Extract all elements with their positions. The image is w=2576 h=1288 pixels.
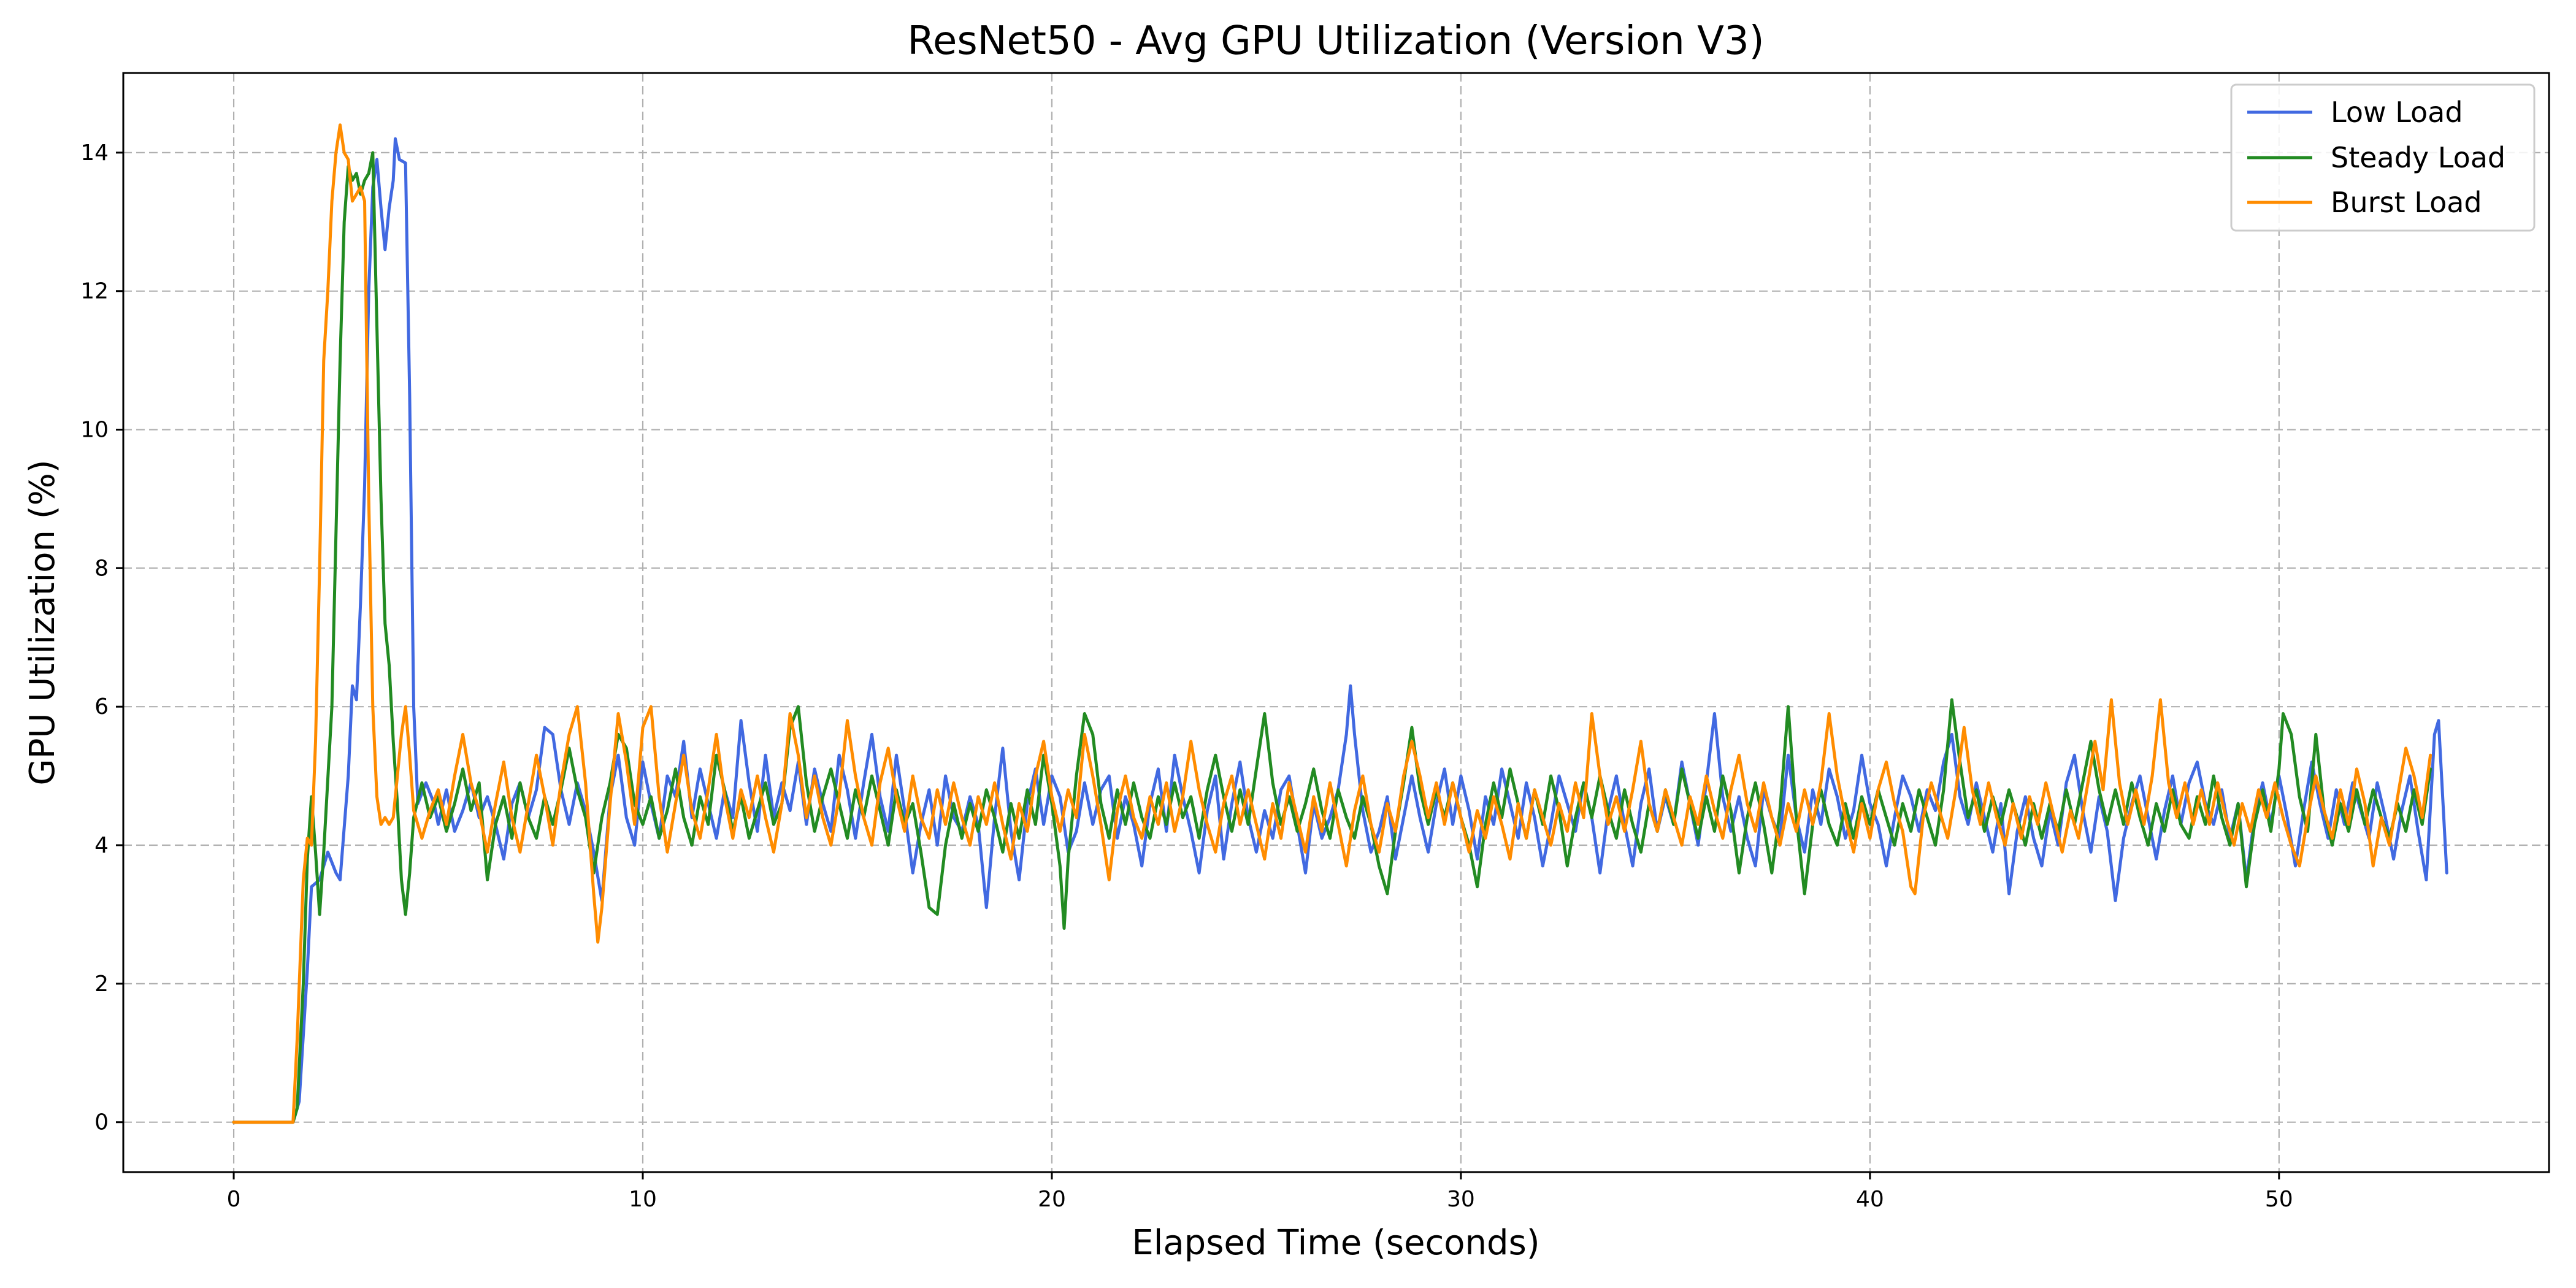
- x-tick-label: 20: [1038, 1187, 1066, 1212]
- y-tick-label: 12: [80, 279, 109, 304]
- x-axis-label: Elapsed Time (seconds): [1132, 1223, 1539, 1263]
- plot-series: [232, 123, 2448, 1124]
- y-tick-label: 8: [94, 556, 109, 581]
- y-tick-label: 0: [94, 1110, 109, 1135]
- y-tick-label: 4: [94, 833, 109, 858]
- x-tick-label: 50: [2265, 1187, 2293, 1212]
- axes: [116, 151, 2280, 1179]
- legend: Low Load Steady Load Burst Load: [2230, 83, 2536, 232]
- chart-title: ResNet50 - Avg GPU Utilization (Version …: [907, 18, 1764, 64]
- y-tick-label: 6: [94, 694, 109, 719]
- legend-label-burst-load: Burst Load: [2331, 186, 2482, 219]
- y-tick-label: 14: [80, 140, 109, 166]
- x-tick-label: 40: [1856, 1187, 1884, 1212]
- series-line-burst-load: [232, 123, 2432, 1124]
- tick-labels: 0 10 20 30 40 50 0 2 4 6 8 10 12 14: [80, 140, 2293, 1212]
- y-tick-label: 10: [80, 418, 109, 443]
- x-tick-label: 30: [1447, 1187, 1475, 1212]
- legend-label-low-load: Low Load: [2331, 96, 2463, 129]
- legend-box: [2230, 83, 2536, 232]
- grid: [123, 73, 2549, 1172]
- legend-label-steady-load: Steady Load: [2331, 141, 2505, 174]
- x-tick-label: 0: [227, 1187, 241, 1212]
- y-axis-label: GPU Utilization (%): [23, 459, 63, 785]
- y-tick-label: 2: [94, 972, 109, 997]
- x-tick-label: 10: [629, 1187, 657, 1212]
- plot-frame: [122, 72, 2550, 1173]
